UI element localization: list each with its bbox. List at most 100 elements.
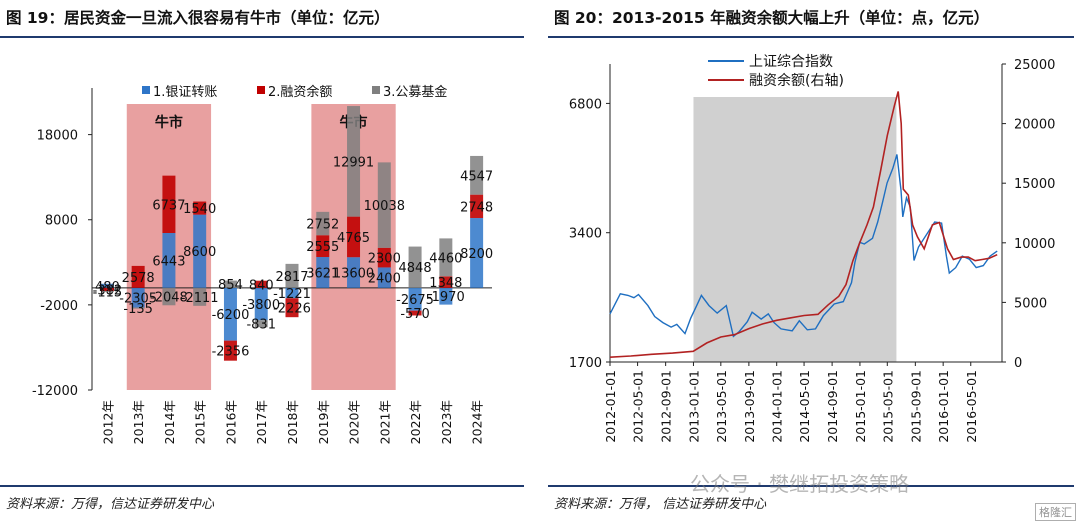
x-category-label-4: 2016年 xyxy=(223,400,238,444)
left-source-note: 资料来源：万得，信达证券研发中心 xyxy=(6,497,215,512)
bar-2-3 xyxy=(193,287,207,306)
series-line-margin xyxy=(609,91,998,358)
bar-label-1-0: -382 xyxy=(93,283,123,298)
bar-1-3 xyxy=(193,201,207,215)
x-tick-label-10: 2015-05-01 xyxy=(880,370,895,443)
x-category-label-5: 2017年 xyxy=(254,400,269,444)
right-title-rule xyxy=(548,36,1074,38)
bar-label-0-6: -1221 xyxy=(273,287,311,302)
legend-label-1: 2.融资余额 xyxy=(268,84,332,100)
left-y-tick-label-1: 3400 xyxy=(569,227,602,242)
bar-1-8 xyxy=(347,216,361,258)
legend-label-2: 3.公募基金 xyxy=(383,84,447,100)
bar-label-2-5: -831 xyxy=(246,318,276,333)
dual-axis-line-chart: 1700 3400 6800 0 5000 10000 15000 20000 25000 201… xyxy=(569,54,1055,443)
bar-1-5 xyxy=(254,280,268,288)
x-category-label-12: 2024年 xyxy=(470,400,485,444)
bar-2-9 xyxy=(377,162,391,248)
y-tick-label-0: -12000 xyxy=(32,384,78,399)
right-y-tick-label-0: 0 xyxy=(1014,356,1022,371)
bar-label-0-10: -2675 xyxy=(396,293,434,308)
right-figure-title: 图 20：2013-2015 年融资余额大幅上升（单位：点，亿元） xyxy=(554,9,990,27)
bar-label-1-4: -2356 xyxy=(212,345,250,360)
right-y-tick-label-5: 25000 xyxy=(1014,58,1055,73)
corner-logo: 格隆汇 xyxy=(1035,503,1076,521)
bar-label-1-6: -2226 xyxy=(273,302,311,317)
bar-label-2-0: -115 xyxy=(93,286,123,301)
bar-1-2 xyxy=(162,175,176,233)
bar-label-2-3: -2111 xyxy=(181,291,219,306)
bar-1-7 xyxy=(316,235,330,258)
bar-label-2-7: 2752 xyxy=(306,218,339,233)
legend-label-0: 1.银证转账 xyxy=(153,85,217,100)
bar-0-4 xyxy=(223,287,237,341)
left-figure-title: 图 19：居民资金一旦流入很容易有牛市（单位：亿元） xyxy=(6,9,390,27)
bar-label-2-8: 12991 xyxy=(333,155,374,170)
bar-0-12 xyxy=(470,218,484,288)
x-tick-label-2: 2012-09-01 xyxy=(659,370,674,443)
bar-0-3 xyxy=(193,214,207,288)
x-tick-label-12: 2016-01-01 xyxy=(936,370,951,443)
x-category-label-9: 2021年 xyxy=(377,400,392,444)
bar-2-5 xyxy=(254,320,268,328)
bar-2-1 xyxy=(131,307,145,309)
bar-2-10 xyxy=(408,246,422,288)
right-source-note: 资料来源：万得， 信达证券研发中心 xyxy=(554,497,767,512)
bar-label-0-9: 2400 xyxy=(368,272,401,287)
bar-1-1 xyxy=(131,265,145,288)
bar-2-8 xyxy=(347,106,361,217)
x-category-label-2: 2014年 xyxy=(162,400,177,444)
bar-2-2 xyxy=(162,287,176,306)
bar-1-6 xyxy=(285,298,299,318)
bar-label-1-1: 2578 xyxy=(122,271,155,286)
bar-label-2-4: 854 xyxy=(218,278,243,293)
bar-2-11 xyxy=(439,238,453,277)
bull-market-label-0: 牛市 xyxy=(155,114,183,131)
x-tick-label-8: 2014-09-01 xyxy=(825,370,840,443)
bar-0-8 xyxy=(347,257,361,288)
x-category-label-10: 2022年 xyxy=(408,400,423,444)
x-tick-label-7: 2014-05-01 xyxy=(797,370,812,443)
bar-label-2-2: -2048 xyxy=(150,291,188,306)
x-tick-label-11: 2015-09-01 xyxy=(908,370,923,443)
x-tick-label-3: 2013-01-01 xyxy=(686,370,701,443)
x-category-label-1: 2013年 xyxy=(131,400,146,444)
bar-0-11 xyxy=(439,287,453,305)
bar-label-1-5: 840 xyxy=(249,278,274,293)
bar-1-4 xyxy=(223,340,237,361)
left-footer-rule xyxy=(0,485,524,487)
bar-label-1-8: 4765 xyxy=(337,231,370,246)
bar-label-1-7: 2555 xyxy=(306,240,339,255)
bar-label-1-3: 1540 xyxy=(183,202,216,217)
bar-label-0-5: -3800 xyxy=(242,298,280,313)
y-tick-label-1: -2000 xyxy=(40,299,78,314)
legend-swatch-1 xyxy=(257,86,265,94)
bar-label-0-3: 8600 xyxy=(183,245,216,260)
bar-1-12 xyxy=(470,194,484,219)
bar-0-10 xyxy=(408,287,422,311)
bar-label-1-12: 2748 xyxy=(460,200,493,215)
bar-label-1-2: 6737 xyxy=(152,198,185,213)
legend-label-margin: 融资余额(右轴) xyxy=(749,72,844,89)
bar-label-2-10: 4848 xyxy=(399,261,432,276)
x-category-label-6: 2018年 xyxy=(285,400,300,444)
bar-label-2-12: 4547 xyxy=(460,169,493,184)
x-tick-label-6: 2014-01-01 xyxy=(770,370,785,443)
x-category-label-7: 2019年 xyxy=(316,400,331,444)
bar-label-2-1: -135 xyxy=(123,302,153,317)
bar-1-0 xyxy=(100,287,114,292)
right-figure: 图 20：2013-2015 年融资余额大幅上升（单位：点，亿元） 1700 34… xyxy=(548,0,1080,525)
x-tick-label-5: 2013-09-01 xyxy=(742,370,757,443)
left-y-tick-label-2: 6800 xyxy=(569,97,602,112)
bar-label-2-9: 10038 xyxy=(364,199,405,214)
x-tick-label-0: 2012-01-01 xyxy=(603,370,618,443)
y-tick-label-2: 8000 xyxy=(45,214,78,229)
bar-label-2-6: 2817 xyxy=(275,270,308,285)
bar-2-12 xyxy=(470,155,484,195)
bar-label-0-12: 8200 xyxy=(460,247,493,262)
bar-2-0 xyxy=(100,291,114,293)
bar-label-0-2: 6443 xyxy=(152,254,185,269)
bar-1-11 xyxy=(439,276,453,288)
y-tick-label-3: 18000 xyxy=(37,129,78,144)
right-y-tick-label-3: 15000 xyxy=(1014,177,1055,192)
